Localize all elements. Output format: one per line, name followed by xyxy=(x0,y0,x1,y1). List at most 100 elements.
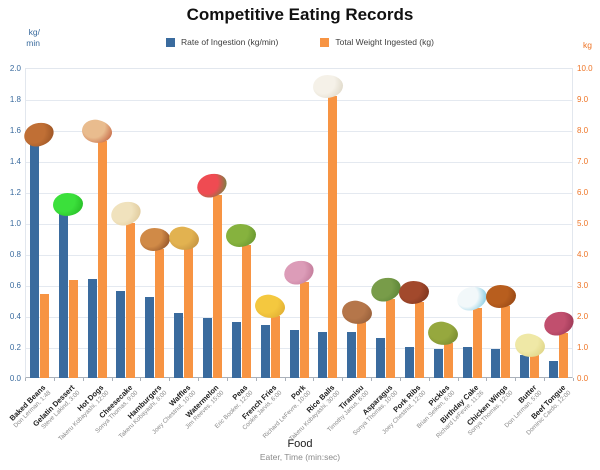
weight-bar-birthday-cake xyxy=(472,307,482,378)
legend-label-rate: Rate of Ingestion (kg/min) xyxy=(181,37,279,47)
rate-series-swatch-icon xyxy=(166,37,176,47)
x-axis-subtitle: Eater, Time (min:sec) xyxy=(259,452,341,462)
weight-bar-cheesecake xyxy=(126,223,136,378)
y-tick-right: 1.0 xyxy=(577,343,589,352)
weight-bar-beef-tongue xyxy=(559,333,569,378)
rate-bar-pork-ribs xyxy=(404,347,414,378)
y-tick-right: 3.0 xyxy=(577,281,589,290)
y-tick-left: 1.2 xyxy=(9,188,21,197)
rate-bar-birthday-cake xyxy=(462,347,472,378)
rate-bar-rice-balls xyxy=(318,331,328,378)
gridline xyxy=(26,224,572,225)
x-tick xyxy=(169,378,171,381)
y-tick-right: 2.0 xyxy=(577,312,589,321)
x-tick xyxy=(486,378,488,381)
weight-bar-rice-balls xyxy=(328,95,338,378)
weight-bar-butter xyxy=(530,355,540,378)
x-tick xyxy=(457,378,459,381)
legend-item-rate: Rate of Ingestion (kg/min) xyxy=(166,37,278,47)
gridline xyxy=(26,317,572,318)
y-tick-left: 1.8 xyxy=(9,95,21,104)
rate-bar-baked-beans xyxy=(29,143,39,378)
weight-bar-gelatin-dessert xyxy=(68,279,78,378)
rate-bar-hot-dogs xyxy=(87,278,97,378)
gridline xyxy=(26,131,572,132)
rate-bar-beef-tongue xyxy=(549,360,559,378)
y-tick-left: 0.8 xyxy=(9,250,21,259)
rate-bar-pickles xyxy=(433,348,443,378)
weight-bar-pork-ribs xyxy=(414,302,424,378)
x-tick xyxy=(140,378,142,381)
weight-bar-hot-dogs xyxy=(97,140,107,378)
y-tick-left: 1.4 xyxy=(9,157,21,166)
y-tick-left: 0.0 xyxy=(9,374,21,383)
x-tick xyxy=(284,378,286,381)
x-tick xyxy=(371,378,373,381)
gridline xyxy=(26,100,572,101)
rate-bar-chicken-wings xyxy=(491,348,501,378)
legend: Rate of Ingestion (kg/min) Total Weight … xyxy=(0,37,600,47)
peas-icon xyxy=(226,223,257,247)
gridline xyxy=(26,286,572,287)
x-tick xyxy=(399,378,401,381)
x-tick xyxy=(573,378,574,381)
y-tick-right: 6.0 xyxy=(577,188,589,197)
weight-bar-asparagus xyxy=(386,298,396,378)
x-tick xyxy=(53,378,55,381)
x-tick xyxy=(226,378,228,381)
hamburger-icon xyxy=(139,228,170,252)
x-tick xyxy=(342,378,344,381)
x-tick xyxy=(25,378,26,381)
rice-balls-icon xyxy=(312,74,343,98)
x-tick xyxy=(313,378,315,381)
plot-area xyxy=(25,68,573,378)
y-tick-left: 0.2 xyxy=(9,343,21,352)
gridline xyxy=(26,348,572,349)
x-tick xyxy=(515,378,517,381)
x-tick xyxy=(198,378,200,381)
y-tick-right: 10.0 xyxy=(577,64,593,73)
y-tick-left: 0.4 xyxy=(9,312,21,321)
x-tick xyxy=(544,378,546,381)
x-tick xyxy=(111,378,113,381)
rate-bar-waffles xyxy=(174,312,184,378)
y-tick-left: 2.0 xyxy=(9,64,21,73)
weight-bar-pork xyxy=(299,281,309,378)
rate-bar-gelatin-dessert xyxy=(58,213,68,378)
rate-bar-pork xyxy=(289,329,299,378)
gridline xyxy=(26,255,572,256)
chart-title: Competitive Eating Records xyxy=(186,5,414,24)
rate-bar-cheesecake xyxy=(116,291,126,378)
rate-bar-tiramisu xyxy=(347,331,357,378)
x-axis-title: Food xyxy=(287,438,313,450)
weight-bar-pickles xyxy=(443,342,453,378)
weight-series-swatch-icon xyxy=(320,37,330,47)
rate-bar-peas xyxy=(231,322,241,378)
rate-bar-watermelon xyxy=(202,317,212,378)
gridline xyxy=(26,162,572,163)
y-tick-left: 0.6 xyxy=(9,281,21,290)
y-tick-right: 0.0 xyxy=(577,374,589,383)
y-tick-right: 4.0 xyxy=(577,250,589,259)
y-tick-right: 5.0 xyxy=(577,219,589,228)
weight-bar-baked-beans xyxy=(39,293,49,378)
y-tick-left: 1.0 xyxy=(9,219,21,228)
weight-bar-french-fries xyxy=(270,316,280,378)
rate-bar-butter xyxy=(520,354,530,378)
legend-item-weight: Total Weight Ingested (kg) xyxy=(320,37,434,47)
weight-bar-peas xyxy=(241,244,251,378)
legend-label-weight: Total Weight Ingested (kg) xyxy=(335,37,434,47)
rate-bar-hamburgers xyxy=(145,297,155,378)
weight-bar-hamburgers xyxy=(155,249,165,378)
weight-bar-watermelon xyxy=(212,195,222,378)
rate-bar-french-fries xyxy=(260,325,270,378)
y-tick-right: 9.0 xyxy=(577,95,589,104)
y-tick-right: 7.0 xyxy=(577,157,589,166)
gelatin-icon xyxy=(53,192,84,216)
weight-bar-chicken-wings xyxy=(501,306,511,378)
rate-bar-asparagus xyxy=(376,337,386,378)
weight-bar-waffles xyxy=(184,247,194,378)
right-axis-unit-label: kg xyxy=(583,40,592,50)
gridline xyxy=(26,193,572,194)
